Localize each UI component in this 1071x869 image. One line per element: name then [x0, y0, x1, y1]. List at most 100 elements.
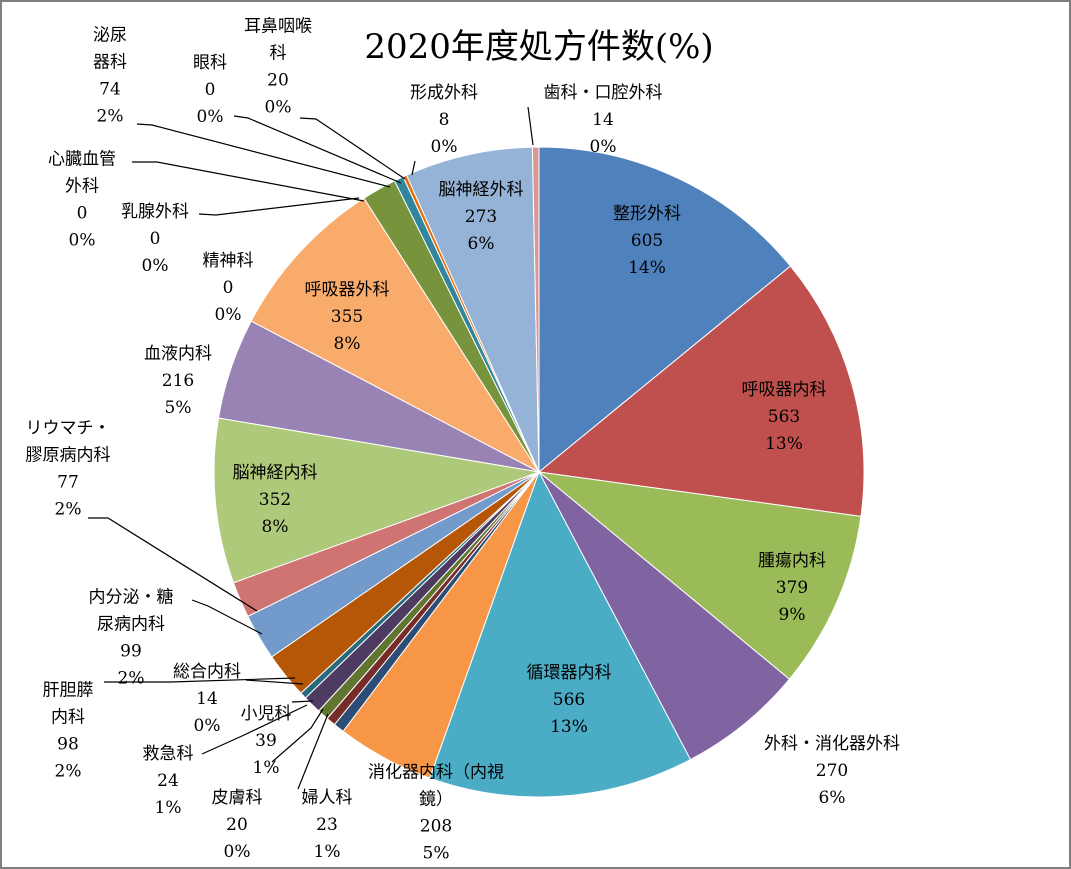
- data-label-line: 5%: [165, 398, 192, 418]
- data-label-line: 208: [420, 817, 452, 837]
- data-label-line: 352: [259, 490, 291, 510]
- pie-slice: [531, 146, 540, 473]
- data-label-line: 膠原病内科: [26, 446, 111, 466]
- data-label-line: 呼吸器外科: [305, 280, 390, 300]
- data-label-line: 6%: [468, 234, 495, 254]
- data-label-line: 0: [223, 278, 234, 298]
- data-label: 眼科 0 0%: [193, 53, 227, 127]
- leader-line: [411, 160, 416, 176]
- data-label-line: 0: [77, 204, 88, 224]
- data-label-line: 0%: [265, 98, 292, 118]
- slices-layer: [213, 146, 865, 798]
- data-label-line: 14: [592, 110, 614, 130]
- leader-line: [191, 599, 263, 635]
- data-label-line: 科: [270, 44, 287, 64]
- pie-slice: [405, 146, 540, 473]
- data-label-line: 270: [816, 761, 848, 781]
- data-label-line: 20: [267, 71, 289, 91]
- data-label-line: 泌尿: [93, 26, 127, 46]
- data-label: 整形外科 605 14%: [613, 204, 681, 278]
- leader-line: [198, 197, 360, 216]
- data-label: 脳神経内科 352 8%: [233, 463, 318, 537]
- pie-slice: [537, 265, 865, 517]
- data-label-line: 0%: [197, 107, 224, 127]
- data-label-line: 24: [157, 771, 179, 791]
- data-label: 皮膚科 20 0%: [212, 788, 263, 862]
- data-label-line: 379: [776, 578, 808, 598]
- leader-line: [104, 677, 296, 683]
- pie-slice: [537, 471, 862, 680]
- data-label-line: 566: [553, 690, 585, 710]
- data-label-line: 形成外科: [410, 83, 478, 103]
- data-label: 外科・消化器外科 270 6%: [764, 734, 900, 808]
- data-label: 脳神経外科 273 6%: [439, 180, 524, 254]
- data-label-line: 循環器内科: [527, 663, 612, 683]
- data-label: 小児科 39 1%: [241, 704, 292, 778]
- data-label: 消化器内科（内視鏡） 208 5%: [368, 763, 504, 864]
- data-label-line: 精神科: [203, 251, 254, 271]
- leader-line: [527, 106, 534, 146]
- data-label-line: 98: [57, 735, 79, 755]
- leader-line: [297, 713, 329, 790]
- data-label-line: 1%: [314, 842, 341, 862]
- data-label: 乳腺外科 0 0%: [121, 202, 189, 276]
- data-label-line: 脳神経外科: [439, 180, 524, 200]
- data-label-line: 心臓血管: [48, 150, 116, 170]
- pie-slice: [538, 471, 791, 761]
- data-label-line: 外科: [65, 177, 99, 197]
- data-label-line: 13%: [550, 717, 588, 737]
- data-label-line: 鏡）: [419, 790, 453, 810]
- data-label-line: 0: [150, 229, 161, 249]
- data-label-line: 血液内科: [144, 344, 212, 364]
- data-label-line: 9%: [779, 605, 806, 625]
- leader-line: [271, 708, 324, 763]
- leader-line: [132, 161, 365, 202]
- data-label-line: 整形外科: [613, 204, 681, 224]
- data-label: 形成外科 8 0%: [410, 83, 478, 157]
- data-label-line: 23: [316, 815, 338, 835]
- data-label-line: 0%: [69, 231, 96, 251]
- data-label-line: 消化器内科（内視: [368, 763, 504, 783]
- data-label-line: 0%: [215, 305, 242, 325]
- data-label: リウマチ・膠原病内科 77 2%: [26, 419, 111, 520]
- data-label: 救急科 24 1%: [143, 744, 194, 818]
- data-label-line: 器科: [93, 53, 127, 73]
- data-label: 呼吸器内科 563 13%: [742, 380, 827, 454]
- data-label: 精神科 0 0%: [203, 251, 254, 325]
- data-label-line: 605: [631, 231, 663, 251]
- data-label-line: 2%: [97, 107, 124, 127]
- data-label-line: 脳神経内科: [233, 463, 318, 483]
- data-label-line: 77: [57, 473, 79, 493]
- data-label-line: 0%: [431, 137, 458, 157]
- pie-slice: [429, 470, 692, 798]
- data-label-line: 39: [255, 731, 277, 751]
- leader-line: [88, 517, 258, 612]
- data-label: 循環器内科 566 13%: [527, 663, 612, 737]
- data-label-line: 355: [331, 307, 363, 327]
- data-label-line: 尿病内科: [97, 615, 165, 635]
- data-label-line: 6%: [819, 788, 846, 808]
- data-label-line: 0%: [142, 256, 169, 276]
- data-label-line: 99: [120, 642, 142, 662]
- data-label-line: 563: [768, 407, 800, 427]
- data-label-line: 1%: [253, 758, 280, 778]
- data-label-line: 74: [99, 80, 121, 100]
- data-label-line: 肝胆膵: [43, 681, 94, 701]
- pie-slice: [250, 197, 541, 474]
- data-label: 歯科・口腔外科 14 0%: [544, 83, 663, 157]
- data-label-line: 皮膚科: [212, 788, 263, 808]
- leader-line: [245, 679, 304, 685]
- data-label-line: 2%: [118, 669, 145, 689]
- data-label-line: 0: [205, 80, 216, 100]
- data-label-line: 8: [439, 110, 450, 130]
- data-labels: 整形外科 605 14% 呼吸器内科 563 13% 腫瘍内科 379 9% 外科・消化器外科 27…: [26, 17, 901, 864]
- data-label-line: 腫瘍内科: [758, 551, 826, 571]
- data-label-line: 216: [162, 371, 194, 391]
- data-label: 腫瘍内科 379 9%: [758, 551, 826, 625]
- leader-line: [299, 117, 406, 180]
